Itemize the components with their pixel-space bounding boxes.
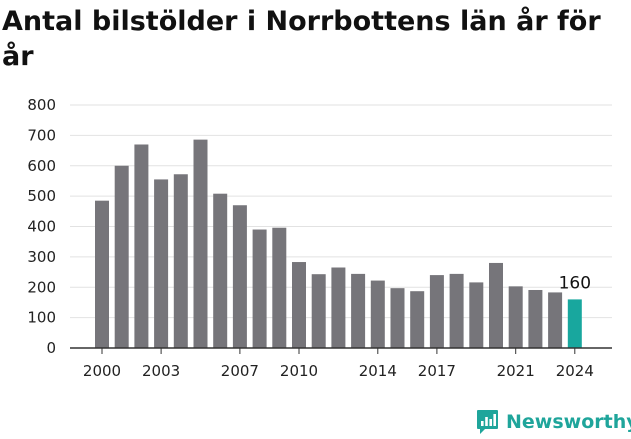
x-tick-label-2003: 2003 <box>142 362 180 380</box>
x-axis-ticks: 2000 2003 2007 2010 2014 2017 2021 2024 <box>83 348 594 380</box>
bar-2005 <box>193 139 208 348</box>
chart-title: Antal bilstölder i Norrbottens län år fö… <box>2 6 601 72</box>
bar-2011 <box>311 274 326 348</box>
brand-name: Newsworthy <box>506 411 631 433</box>
y-tick-label-400: 400 <box>27 218 56 236</box>
y-tick-label-0: 0 <box>46 339 56 357</box>
bar-2004 <box>173 174 188 348</box>
bar-2002 <box>134 144 149 348</box>
bar-2000 <box>95 200 109 348</box>
bar-2007 <box>232 205 247 348</box>
bar-2008 <box>252 229 267 348</box>
bar-2006 <box>213 193 228 348</box>
bar-2003 <box>154 179 169 348</box>
data-label-2024: 160 <box>559 273 591 293</box>
bar-2015 <box>390 288 405 348</box>
y-axis-tick-labels: 0 100 200 300 400 500 600 700 800 <box>27 96 56 357</box>
bar-2024 <box>567 299 582 348</box>
x-tick-label-2000: 2000 <box>83 362 121 380</box>
bar-2010 <box>292 262 306 348</box>
bar-2016 <box>410 291 425 348</box>
x-tick-label-2014: 2014 <box>359 362 397 380</box>
bar-2022 <box>528 289 543 348</box>
bar-2021 <box>508 286 523 348</box>
x-tick-label-2010: 2010 <box>280 362 318 380</box>
bar-2017 <box>429 275 444 348</box>
x-tick-label-2021: 2021 <box>497 362 535 380</box>
bar-2013 <box>351 273 366 348</box>
x-tick-label-2017: 2017 <box>418 362 456 380</box>
y-tick-label-100: 100 <box>27 309 56 327</box>
brand-logo: Newsworthy <box>476 406 631 438</box>
y-tick-label-600: 600 <box>27 157 56 175</box>
data-labels: 160 <box>559 273 591 293</box>
y-tick-label-700: 700 <box>27 126 56 144</box>
bar-2020 <box>489 262 503 348</box>
bar-2012 <box>331 267 346 348</box>
x-tick-label-2024: 2024 <box>556 362 594 380</box>
bar-2018 <box>449 273 464 348</box>
y-tick-label-300: 300 <box>27 248 56 266</box>
y-tick-label-200: 200 <box>27 278 56 296</box>
bars <box>95 139 582 348</box>
y-tick-label-800: 800 <box>27 96 56 114</box>
newsworthy-logo-icon <box>477 410 498 434</box>
bar-2001 <box>114 165 129 348</box>
bar-2009 <box>272 227 287 348</box>
bar-2023 <box>548 292 563 348</box>
bar-2014 <box>370 280 385 348</box>
x-tick-label-2007: 2007 <box>221 362 259 380</box>
y-tick-label-500: 500 <box>27 187 56 205</box>
bar-2019 <box>469 282 484 348</box>
